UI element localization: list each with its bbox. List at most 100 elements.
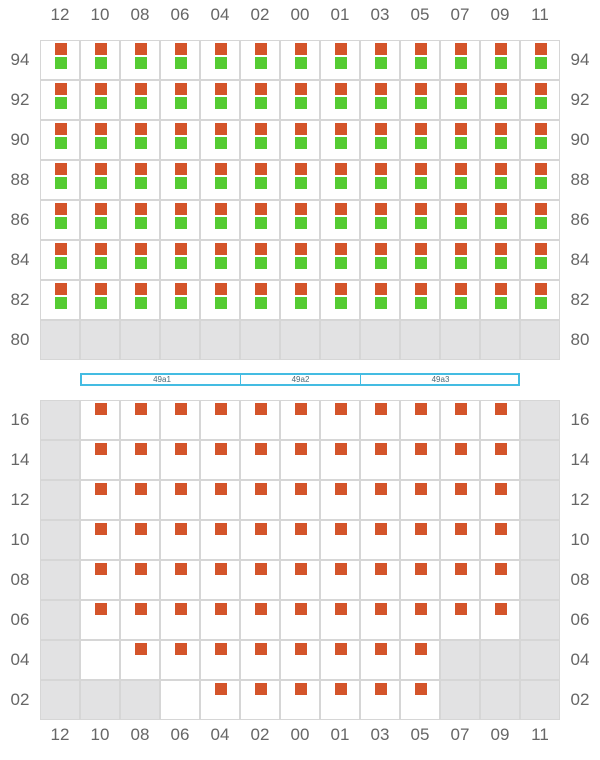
slot-cell[interactable] xyxy=(360,80,400,120)
slot-cell[interactable] xyxy=(400,640,440,680)
slot-cell[interactable] xyxy=(80,600,120,640)
slot-cell[interactable] xyxy=(440,120,480,160)
slot-cell[interactable] xyxy=(80,80,120,120)
slot-cell[interactable] xyxy=(240,40,280,80)
slot-cell[interactable] xyxy=(120,40,160,80)
slot-cell[interactable] xyxy=(200,120,240,160)
slot-cell[interactable] xyxy=(200,40,240,80)
slot-cell[interactable] xyxy=(80,240,120,280)
slot-cell[interactable] xyxy=(200,480,240,520)
slot-cell[interactable] xyxy=(440,600,480,640)
slot-cell[interactable] xyxy=(320,80,360,120)
slot-cell[interactable] xyxy=(520,200,560,240)
slot-cell[interactable] xyxy=(40,160,80,200)
slot-cell[interactable] xyxy=(240,440,280,480)
slot-cell[interactable] xyxy=(120,120,160,160)
slot-cell[interactable] xyxy=(240,80,280,120)
slot-cell[interactable] xyxy=(480,240,520,280)
slot-cell[interactable] xyxy=(240,520,280,560)
slot-cell[interactable] xyxy=(240,280,280,320)
slot-cell[interactable] xyxy=(520,280,560,320)
slot-cell[interactable] xyxy=(320,600,360,640)
slot-cell[interactable] xyxy=(160,200,200,240)
slot-cell[interactable] xyxy=(160,40,200,80)
slot-cell[interactable] xyxy=(400,480,440,520)
slot-cell[interactable] xyxy=(440,40,480,80)
slot-cell[interactable] xyxy=(80,160,120,200)
slot-cell[interactable] xyxy=(360,280,400,320)
slot-cell[interactable] xyxy=(240,200,280,240)
slot-cell[interactable] xyxy=(360,200,400,240)
slot-cell[interactable] xyxy=(280,240,320,280)
slot-cell[interactable] xyxy=(320,400,360,440)
slot-cell[interactable] xyxy=(280,640,320,680)
slot-cell[interactable] xyxy=(320,520,360,560)
slot-cell[interactable] xyxy=(200,600,240,640)
slot-cell[interactable] xyxy=(80,520,120,560)
slot-cell[interactable] xyxy=(400,520,440,560)
slot-cell[interactable] xyxy=(280,280,320,320)
slot-cell[interactable] xyxy=(360,400,400,440)
slot-cell[interactable] xyxy=(120,240,160,280)
slot-cell[interactable] xyxy=(320,160,360,200)
slot-cell[interactable] xyxy=(160,160,200,200)
slot-cell[interactable] xyxy=(320,560,360,600)
slot-cell[interactable] xyxy=(480,520,520,560)
slot-cell[interactable] xyxy=(480,280,520,320)
slot-cell[interactable] xyxy=(440,160,480,200)
slot-cell[interactable] xyxy=(400,40,440,80)
slot-cell[interactable] xyxy=(480,200,520,240)
slot-cell[interactable] xyxy=(240,160,280,200)
slot-cell[interactable] xyxy=(200,640,240,680)
slot-cell[interactable] xyxy=(400,440,440,480)
slot-cell[interactable] xyxy=(200,520,240,560)
slot-cell[interactable] xyxy=(320,680,360,720)
slot-cell[interactable] xyxy=(520,160,560,200)
slot-cell[interactable] xyxy=(400,560,440,600)
slot-cell[interactable] xyxy=(200,240,240,280)
slot-cell[interactable] xyxy=(440,80,480,120)
slot-cell[interactable] xyxy=(400,280,440,320)
slot-cell[interactable] xyxy=(480,440,520,480)
slot-cell[interactable] xyxy=(440,240,480,280)
slot-cell[interactable] xyxy=(360,240,400,280)
slot-cell[interactable] xyxy=(520,240,560,280)
slot-cell[interactable] xyxy=(80,640,120,680)
slot-cell[interactable] xyxy=(200,80,240,120)
slot-cell[interactable] xyxy=(360,640,400,680)
slot-cell[interactable] xyxy=(200,400,240,440)
slot-cell[interactable] xyxy=(480,80,520,120)
slot-cell[interactable] xyxy=(160,280,200,320)
slot-cell[interactable] xyxy=(40,40,80,80)
slot-cell[interactable] xyxy=(280,480,320,520)
slot-cell[interactable] xyxy=(280,200,320,240)
slot-cell[interactable] xyxy=(520,40,560,80)
slot-cell[interactable] xyxy=(480,400,520,440)
slot-cell[interactable] xyxy=(440,440,480,480)
slot-cell[interactable] xyxy=(320,120,360,160)
slot-cell[interactable] xyxy=(360,480,400,520)
slot-cell[interactable] xyxy=(200,440,240,480)
slot-cell[interactable] xyxy=(360,40,400,80)
slot-cell[interactable] xyxy=(280,160,320,200)
slot-cell[interactable] xyxy=(440,280,480,320)
slot-cell[interactable] xyxy=(360,600,400,640)
slot-cell[interactable] xyxy=(120,560,160,600)
slot-cell[interactable] xyxy=(240,120,280,160)
slot-cell[interactable] xyxy=(120,400,160,440)
slot-cell[interactable] xyxy=(160,640,200,680)
slot-cell[interactable] xyxy=(320,440,360,480)
slot-cell[interactable] xyxy=(440,520,480,560)
slot-cell[interactable] xyxy=(80,400,120,440)
slot-cell[interactable] xyxy=(160,440,200,480)
slot-cell[interactable] xyxy=(280,520,320,560)
slot-cell[interactable] xyxy=(240,480,280,520)
slot-cell[interactable] xyxy=(40,280,80,320)
slot-cell[interactable] xyxy=(80,440,120,480)
slot-cell[interactable] xyxy=(400,200,440,240)
slot-cell[interactable] xyxy=(40,120,80,160)
slot-cell[interactable] xyxy=(200,160,240,200)
slot-cell[interactable] xyxy=(240,560,280,600)
slot-cell[interactable] xyxy=(400,80,440,120)
slot-cell[interactable] xyxy=(280,680,320,720)
